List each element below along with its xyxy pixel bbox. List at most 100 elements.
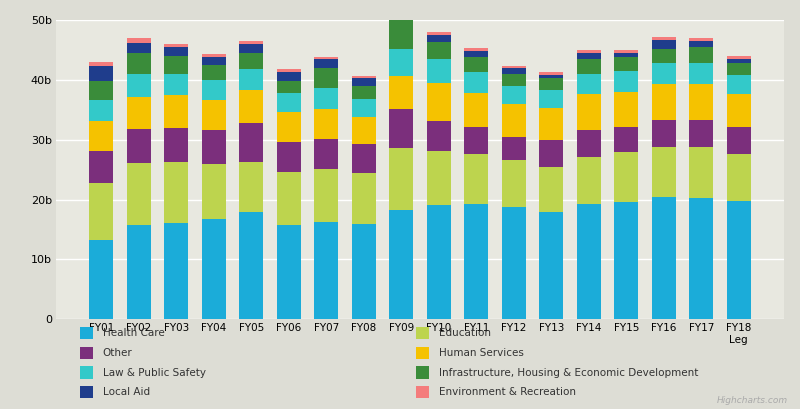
Bar [89, 100, 114, 121]
Bar [239, 90, 263, 123]
Bar [502, 207, 526, 319]
Bar [614, 127, 638, 153]
Bar [426, 121, 451, 151]
Bar [539, 78, 563, 90]
Bar [164, 223, 189, 319]
Bar [126, 74, 151, 97]
Bar [164, 74, 189, 95]
Bar [351, 173, 376, 224]
Bar [726, 58, 751, 63]
Bar [239, 44, 263, 53]
Text: Local Aid: Local Aid [103, 387, 150, 397]
Bar [726, 154, 751, 201]
Bar [651, 36, 676, 40]
Bar [126, 53, 151, 74]
Bar [389, 148, 414, 210]
Bar [726, 63, 751, 75]
Bar [502, 104, 526, 137]
Bar [239, 70, 263, 90]
Bar [689, 198, 714, 319]
Bar [539, 108, 563, 140]
Bar [614, 153, 638, 202]
Bar [351, 76, 376, 79]
Bar [689, 38, 714, 41]
Bar [464, 48, 489, 51]
Bar [164, 128, 189, 162]
Text: Health Care: Health Care [103, 328, 165, 338]
Bar [277, 72, 301, 81]
Bar [464, 154, 489, 204]
Bar [464, 57, 489, 72]
Bar [426, 35, 451, 42]
Bar [651, 84, 676, 120]
Bar [314, 88, 338, 109]
Bar [577, 94, 601, 130]
Bar [689, 120, 714, 147]
Bar [502, 66, 526, 68]
Bar [202, 130, 226, 164]
Bar [239, 162, 263, 211]
Bar [164, 47, 189, 56]
Bar [277, 142, 301, 172]
Bar [389, 210, 414, 319]
Text: Infrastructure, Housing & Economic Development: Infrastructure, Housing & Economic Devel… [439, 368, 698, 378]
Bar [689, 147, 714, 198]
Bar [202, 57, 226, 65]
Bar [314, 139, 338, 169]
Bar [426, 83, 451, 121]
Bar [126, 38, 151, 43]
Bar [314, 222, 338, 319]
Bar [577, 74, 601, 94]
Bar [502, 68, 526, 74]
Bar [614, 53, 638, 58]
Bar [89, 62, 114, 66]
Bar [314, 109, 338, 139]
Bar [314, 59, 338, 68]
Bar [539, 167, 563, 212]
Bar [164, 162, 189, 223]
Bar [426, 42, 451, 58]
Bar [651, 49, 676, 63]
Bar [89, 240, 114, 319]
Bar [426, 205, 451, 319]
Bar [239, 41, 263, 44]
Bar [164, 56, 189, 74]
Bar [502, 160, 526, 207]
Bar [426, 58, 451, 83]
Bar [539, 72, 563, 75]
Bar [614, 92, 638, 127]
Bar [614, 58, 638, 71]
Bar [577, 50, 601, 53]
Bar [351, 79, 376, 85]
Bar [89, 151, 114, 184]
Bar [502, 74, 526, 86]
Bar [726, 75, 751, 94]
Bar [202, 80, 226, 101]
Bar [577, 130, 601, 157]
Bar [726, 127, 751, 154]
Bar [389, 16, 414, 49]
Bar [389, 6, 414, 16]
Bar [164, 95, 189, 128]
Bar [277, 93, 301, 112]
Bar [502, 137, 526, 160]
Bar [689, 84, 714, 120]
Bar [202, 101, 226, 130]
Bar [389, 109, 414, 148]
Text: Human Services: Human Services [439, 348, 524, 358]
Text: Education: Education [439, 328, 491, 338]
Bar [277, 70, 301, 72]
Bar [351, 117, 376, 144]
Bar [426, 151, 451, 205]
Bar [89, 66, 114, 81]
Bar [577, 204, 601, 319]
Bar [651, 63, 676, 84]
Bar [577, 157, 601, 204]
Bar [126, 163, 151, 225]
Bar [351, 99, 376, 117]
Bar [651, 147, 676, 197]
Bar [577, 53, 601, 58]
Bar [202, 164, 226, 219]
Bar [389, 76, 414, 109]
Bar [464, 72, 489, 93]
